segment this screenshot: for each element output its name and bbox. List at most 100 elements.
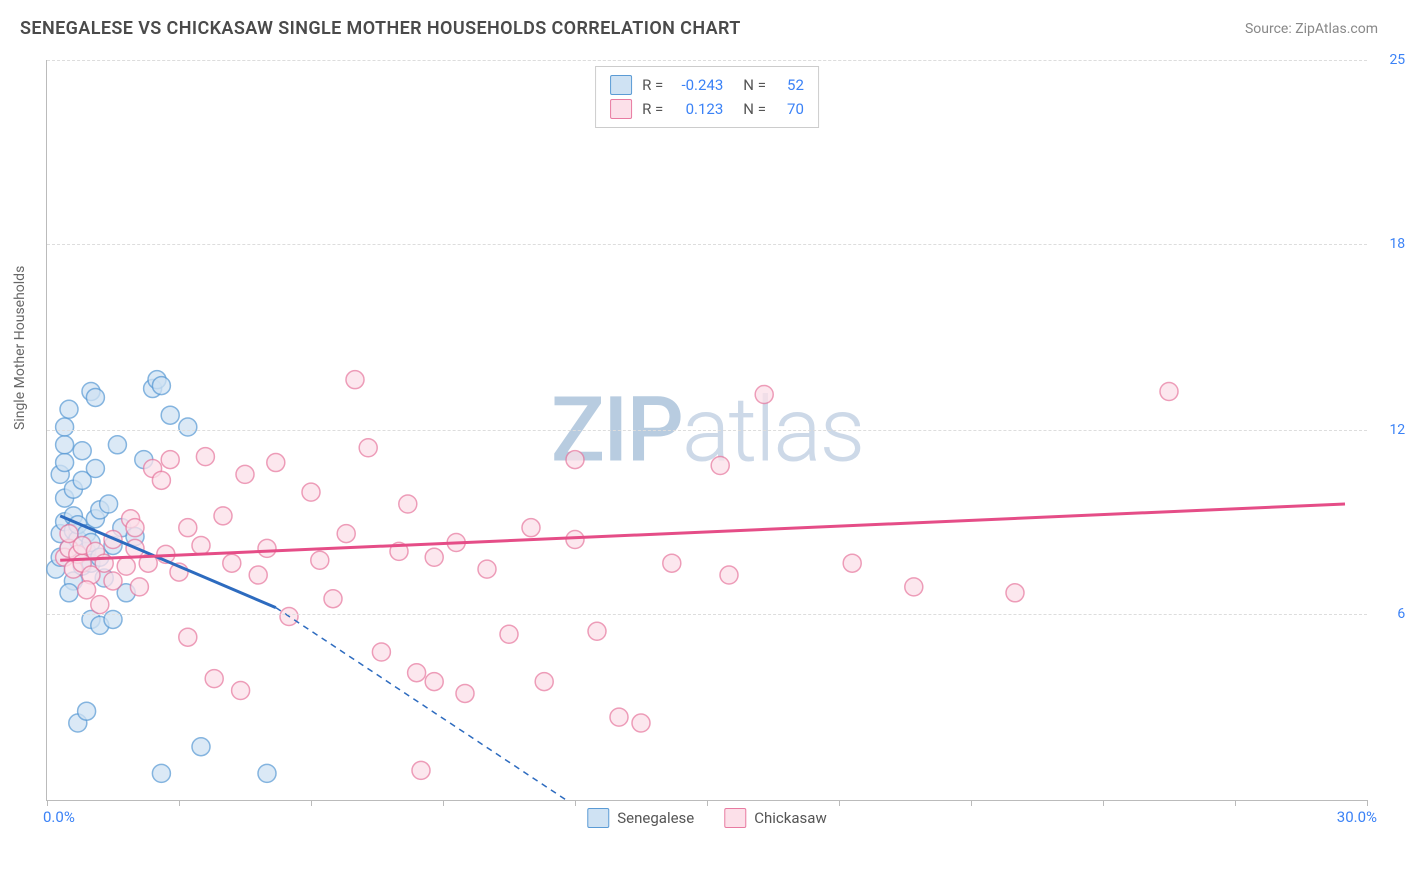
data-point — [179, 628, 197, 646]
legend-swatch — [610, 75, 632, 95]
data-point — [399, 495, 417, 513]
data-point — [267, 454, 285, 472]
x-axis-min-label: 0.0% — [43, 808, 75, 826]
data-point — [78, 702, 96, 720]
x-tick — [443, 800, 444, 806]
data-point — [100, 495, 118, 513]
data-point — [56, 454, 74, 472]
data-point — [152, 764, 170, 782]
x-tick — [179, 800, 180, 806]
data-point — [566, 451, 584, 469]
data-point — [456, 684, 474, 702]
data-point — [192, 536, 210, 554]
legend-swatch — [724, 808, 746, 828]
data-point — [346, 371, 364, 389]
data-point — [126, 519, 144, 537]
stat-r-label: R = — [642, 76, 663, 94]
data-point — [223, 554, 241, 572]
data-point — [755, 385, 773, 403]
chart-plot-area: ZIPatlas R =-0.243N =52R =0.123N =70 Sen… — [46, 60, 1367, 801]
data-point — [86, 388, 104, 406]
trend-line — [60, 504, 1345, 560]
data-point — [359, 439, 377, 457]
data-point — [60, 584, 78, 602]
x-tick — [1235, 800, 1236, 806]
data-point — [425, 548, 443, 566]
stat-n-value: 52 — [776, 76, 804, 94]
data-point — [60, 400, 78, 418]
data-point — [249, 566, 267, 584]
data-point — [73, 442, 91, 460]
y-tick-label: 6.3% — [1372, 606, 1406, 622]
data-point — [179, 418, 197, 436]
data-point — [1006, 584, 1024, 602]
stat-r-value: 0.123 — [673, 100, 723, 118]
stat-n-label: N = — [743, 100, 766, 118]
data-point — [130, 578, 148, 596]
data-point — [161, 406, 179, 424]
data-point — [535, 673, 553, 691]
data-point — [232, 681, 250, 699]
data-point — [258, 764, 276, 782]
stats-legend-row: R = -0.243 N = 52 — [610, 73, 804, 97]
series-legend: Senegalese Chickasaw — [587, 808, 826, 828]
data-point — [588, 622, 606, 640]
y-axis-label: Single Mother Households — [12, 266, 28, 430]
data-point — [108, 436, 126, 454]
data-point — [711, 457, 729, 475]
data-point — [372, 643, 390, 661]
series-legend-item: Chickasaw — [724, 808, 826, 828]
data-point — [408, 664, 426, 682]
series-name: Senegalese — [617, 809, 694, 827]
x-tick — [1367, 800, 1368, 806]
x-tick — [1103, 800, 1104, 806]
gridline — [47, 60, 1367, 61]
x-tick — [575, 800, 576, 806]
data-point — [161, 451, 179, 469]
data-point — [720, 566, 738, 584]
data-point — [258, 539, 276, 557]
legend-swatch — [587, 808, 609, 828]
data-point — [205, 670, 223, 688]
data-point — [152, 377, 170, 395]
stats-legend-row: R =0.123N =70 — [610, 97, 804, 121]
x-tick — [47, 800, 48, 806]
chart-title: SENEGALESE VS CHICKASAW SINGLE MOTHER HO… — [20, 18, 741, 39]
stat-r-label: R = — [642, 100, 663, 118]
data-point — [117, 557, 135, 575]
data-point — [311, 551, 329, 569]
x-tick — [311, 800, 312, 806]
data-point — [78, 581, 96, 599]
data-point — [56, 436, 74, 454]
data-point — [500, 625, 518, 643]
stat-r-value: -0.243 — [673, 76, 723, 94]
data-point — [610, 708, 628, 726]
y-tick-label: 12.5% — [1372, 422, 1406, 438]
gridline — [47, 614, 1367, 615]
series-legend-item: Senegalese — [587, 808, 694, 828]
data-point — [104, 572, 122, 590]
gridline — [47, 244, 1367, 245]
x-tick — [839, 800, 840, 806]
data-point — [522, 519, 540, 537]
data-point — [663, 554, 681, 572]
data-point — [425, 673, 443, 691]
data-point — [56, 418, 74, 436]
data-point — [632, 714, 650, 732]
data-point — [905, 578, 923, 596]
x-tick — [707, 800, 708, 806]
data-point — [843, 554, 861, 572]
y-tick-label: 25.0% — [1372, 52, 1406, 68]
data-point — [91, 596, 109, 614]
stat-n-label: N = — [743, 76, 766, 94]
stats-legend: R =-0.243N =52R =0.123N =70 — [595, 66, 819, 128]
data-point — [1160, 383, 1178, 401]
series-name: Chickasaw — [754, 809, 826, 827]
data-point — [196, 448, 214, 466]
data-point — [214, 507, 232, 525]
source-label: Source: ZipAtlas.com — [1245, 21, 1378, 37]
data-point — [236, 465, 254, 483]
data-point — [337, 525, 355, 543]
data-point — [412, 761, 430, 779]
data-point — [302, 483, 320, 501]
